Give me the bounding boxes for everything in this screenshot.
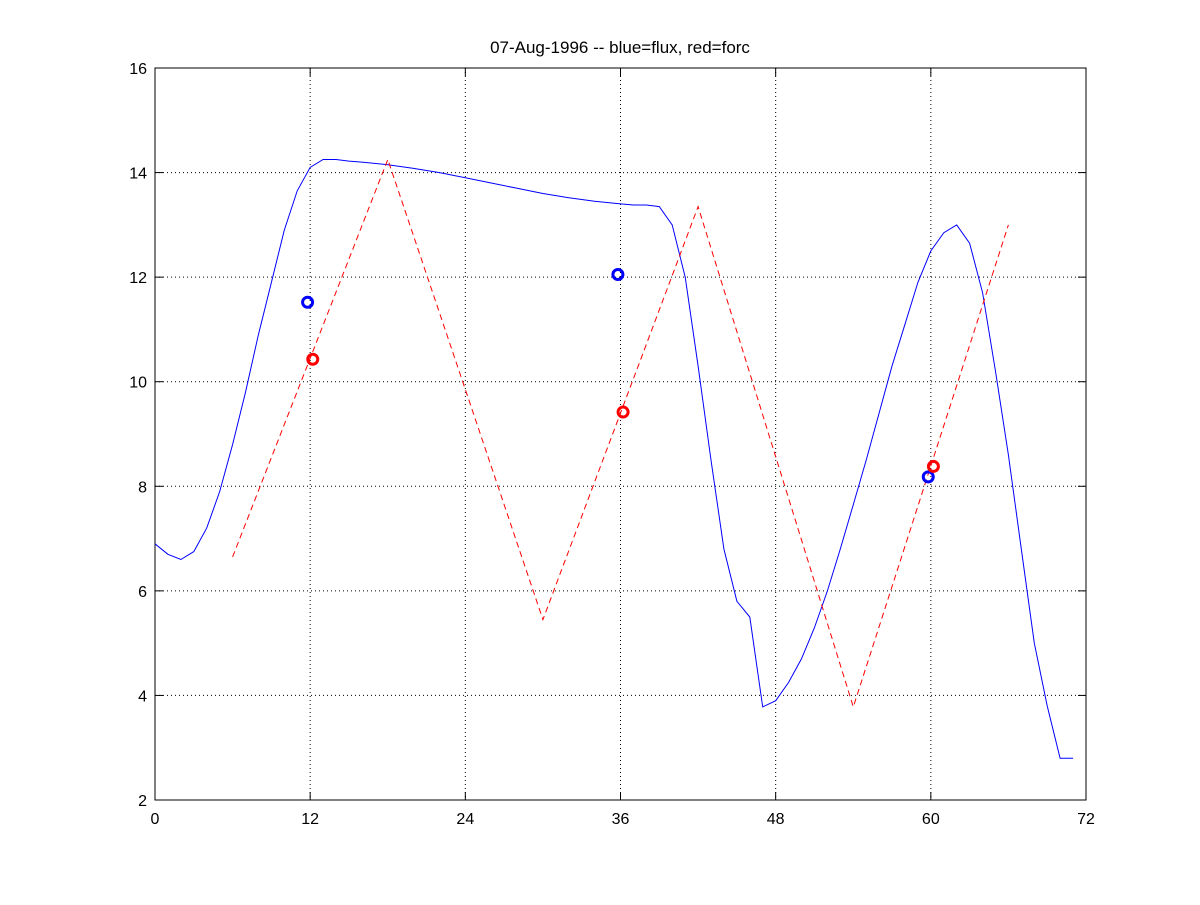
series-2-line <box>232 158 1009 709</box>
series-3-marker <box>611 268 625 282</box>
y-tick-label: 6 <box>138 584 147 601</box>
y-tick-label: 8 <box>138 479 147 496</box>
series-layer <box>154 158 1074 759</box>
axis-ticks <box>154 67 1087 801</box>
y-tick-labels: 2 4 6 8 10 12 14 16 <box>129 61 147 810</box>
x-tick-label: 12 <box>301 811 319 828</box>
series-3-marker <box>921 470 935 484</box>
x-tick-label: 24 <box>456 811 474 828</box>
x-tick-label: 60 <box>922 811 940 828</box>
y-tick-label: 16 <box>129 61 147 78</box>
x-tick-label: 0 <box>151 811 160 828</box>
grid-lines <box>155 68 1086 800</box>
chart-title: 07-Aug-1996 -- blue=flux, red=forc <box>490 38 750 57</box>
series-1-line <box>154 159 1074 759</box>
x-tick-label: 72 <box>1077 811 1095 828</box>
y-tick-label: 4 <box>138 688 147 705</box>
x-tick-label: 36 <box>612 811 630 828</box>
y-tick-label: 14 <box>129 166 147 183</box>
y-tick-label: 10 <box>129 375 147 392</box>
series-4-marker <box>616 405 630 419</box>
series-4-marker <box>926 459 940 473</box>
series-3-marker <box>301 295 315 309</box>
x-tick-labels: 0 12 24 36 48 60 72 <box>151 811 1095 828</box>
y-tick-label: 2 <box>138 793 147 810</box>
x-tick-label: 48 <box>767 811 785 828</box>
y-tick-label: 12 <box>129 270 147 287</box>
series-4-marker <box>306 352 320 366</box>
plot-frame <box>154 67 1087 801</box>
